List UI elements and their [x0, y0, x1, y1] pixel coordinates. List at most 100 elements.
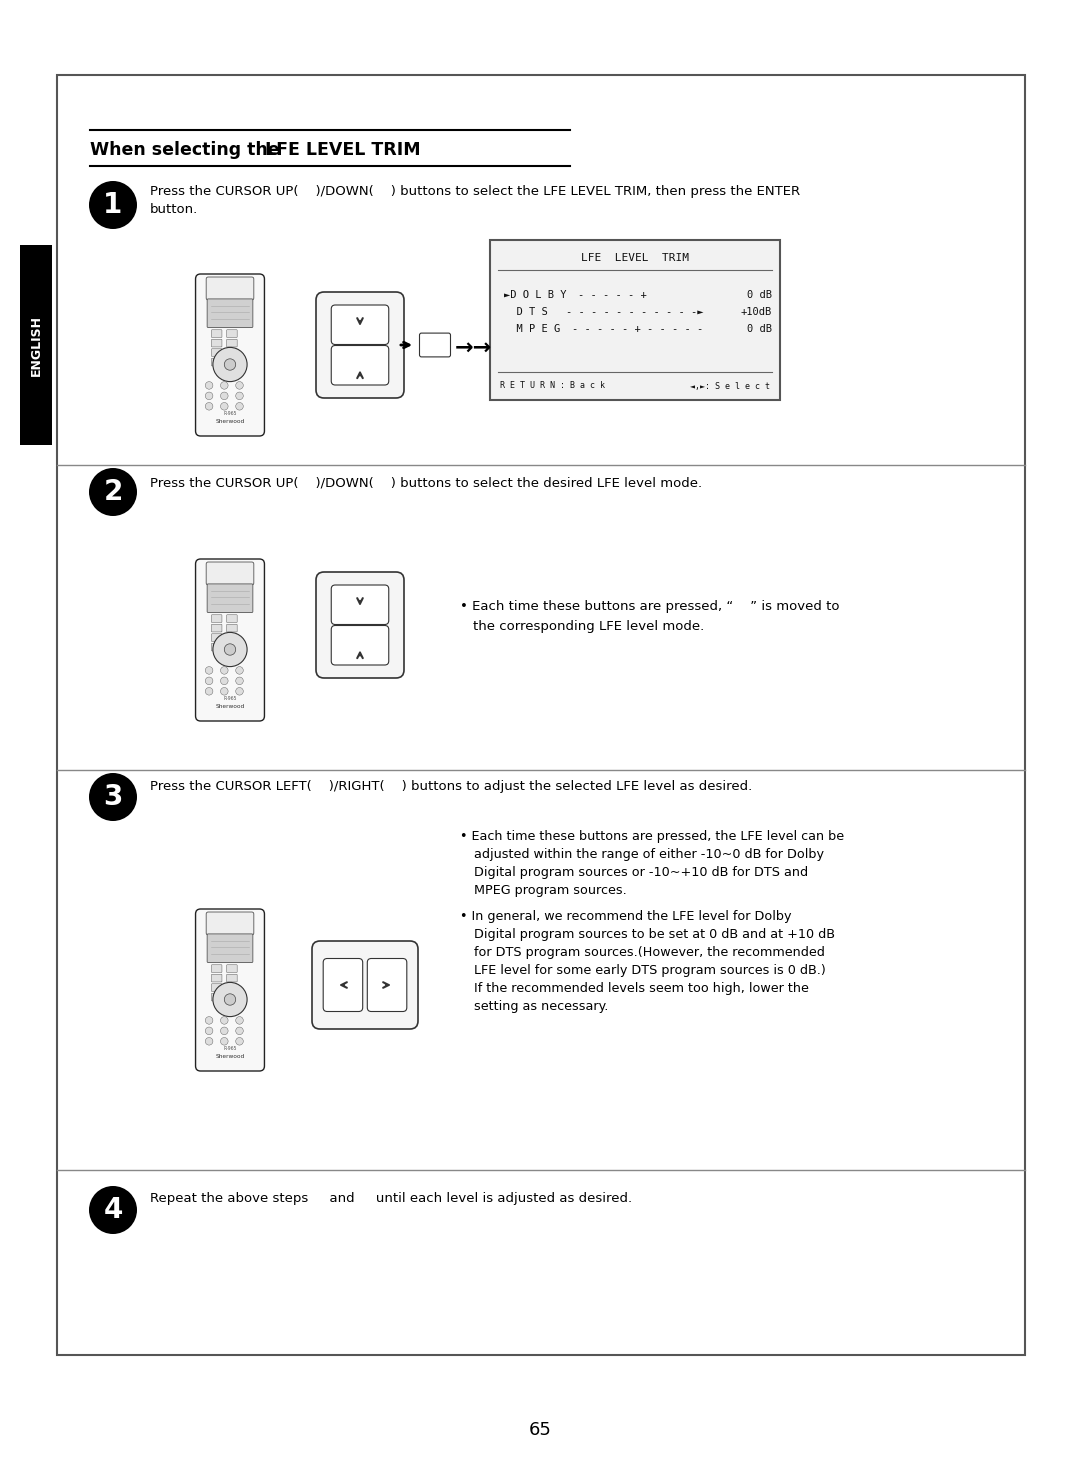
- FancyBboxPatch shape: [312, 941, 418, 1029]
- FancyBboxPatch shape: [207, 933, 253, 963]
- FancyBboxPatch shape: [332, 626, 389, 666]
- FancyBboxPatch shape: [207, 584, 253, 612]
- Circle shape: [205, 1026, 213, 1035]
- Circle shape: [205, 1016, 213, 1023]
- Text: 2: 2: [104, 478, 123, 506]
- Circle shape: [220, 667, 228, 674]
- Text: 4: 4: [104, 1197, 123, 1225]
- FancyBboxPatch shape: [419, 333, 450, 356]
- Text: - - - - - - - - - - -►: - - - - - - - - - - -►: [566, 308, 703, 317]
- Text: ENGLISH: ENGLISH: [29, 315, 42, 376]
- Text: Sherwood: Sherwood: [215, 419, 245, 424]
- FancyBboxPatch shape: [227, 634, 238, 642]
- Text: ►D O L B Y: ►D O L B Y: [504, 290, 567, 300]
- Circle shape: [235, 688, 243, 695]
- Text: →→: →→: [455, 339, 492, 358]
- FancyBboxPatch shape: [206, 913, 254, 935]
- FancyBboxPatch shape: [212, 643, 222, 651]
- FancyBboxPatch shape: [332, 586, 389, 624]
- Text: 3: 3: [104, 782, 123, 810]
- Text: Repeat the above steps     and     until each level is adjusted as desired.: Repeat the above steps and until each le…: [150, 1192, 632, 1205]
- FancyBboxPatch shape: [227, 358, 238, 365]
- FancyBboxPatch shape: [212, 339, 222, 348]
- FancyBboxPatch shape: [212, 984, 222, 991]
- Text: Digital program sources or -10~+10 dB for DTS and: Digital program sources or -10~+10 dB fo…: [474, 867, 808, 879]
- FancyBboxPatch shape: [332, 346, 389, 385]
- FancyBboxPatch shape: [212, 994, 222, 1001]
- Circle shape: [235, 1037, 243, 1046]
- Text: R-965: R-965: [224, 1047, 237, 1052]
- FancyBboxPatch shape: [212, 358, 222, 365]
- Circle shape: [89, 180, 137, 229]
- Circle shape: [220, 677, 228, 685]
- Text: adjusted within the range of either -10~0 dB for Dolby: adjusted within the range of either -10~…: [474, 847, 824, 861]
- FancyBboxPatch shape: [227, 615, 238, 623]
- Circle shape: [235, 382, 243, 389]
- Circle shape: [220, 688, 228, 695]
- Circle shape: [213, 348, 247, 382]
- FancyBboxPatch shape: [195, 559, 265, 720]
- FancyBboxPatch shape: [212, 975, 222, 982]
- FancyBboxPatch shape: [212, 349, 222, 356]
- Text: Press the CURSOR UP(    )/DOWN(    ) buttons to select the LFE LEVEL TRIM, then : Press the CURSOR UP( )/DOWN( ) buttons t…: [150, 185, 800, 198]
- Circle shape: [220, 1016, 228, 1023]
- Circle shape: [220, 382, 228, 389]
- FancyBboxPatch shape: [212, 615, 222, 623]
- Text: for DTS program sources.(However, the recommended: for DTS program sources.(However, the re…: [474, 947, 825, 958]
- Text: Digital program sources to be set at 0 dB and at +10 dB: Digital program sources to be set at 0 d…: [474, 927, 835, 941]
- Text: If the recommended levels seem too high, lower the: If the recommended levels seem too high,…: [474, 982, 809, 995]
- Circle shape: [220, 392, 228, 399]
- FancyBboxPatch shape: [227, 975, 238, 982]
- Circle shape: [235, 402, 243, 410]
- FancyBboxPatch shape: [227, 984, 238, 991]
- FancyBboxPatch shape: [212, 330, 222, 337]
- Text: When selecting the: When selecting the: [90, 141, 285, 160]
- Text: 0 dB: 0 dB: [747, 324, 772, 334]
- FancyBboxPatch shape: [195, 274, 265, 436]
- Text: Sherwood: Sherwood: [215, 1055, 245, 1059]
- FancyBboxPatch shape: [212, 624, 222, 632]
- FancyBboxPatch shape: [227, 330, 238, 337]
- Text: +10dB: +10dB: [741, 308, 772, 317]
- Circle shape: [235, 677, 243, 685]
- Circle shape: [220, 402, 228, 410]
- Circle shape: [213, 982, 247, 1016]
- FancyBboxPatch shape: [316, 572, 404, 677]
- Text: ◄,►: S e l e c t: ◄,►: S e l e c t: [690, 382, 770, 390]
- Circle shape: [235, 1026, 243, 1035]
- Text: setting as necessary.: setting as necessary.: [474, 1000, 608, 1013]
- FancyBboxPatch shape: [227, 624, 238, 632]
- Circle shape: [205, 677, 213, 685]
- Circle shape: [213, 633, 247, 667]
- FancyBboxPatch shape: [227, 643, 238, 651]
- Circle shape: [225, 643, 235, 655]
- Circle shape: [205, 688, 213, 695]
- Circle shape: [205, 402, 213, 410]
- FancyBboxPatch shape: [227, 994, 238, 1001]
- FancyBboxPatch shape: [490, 240, 780, 399]
- FancyBboxPatch shape: [227, 339, 238, 348]
- Text: 65: 65: [528, 1421, 552, 1439]
- Circle shape: [205, 667, 213, 674]
- Circle shape: [225, 994, 235, 1006]
- FancyBboxPatch shape: [207, 299, 253, 327]
- FancyBboxPatch shape: [195, 910, 265, 1071]
- FancyBboxPatch shape: [206, 562, 254, 586]
- Text: R-965: R-965: [224, 697, 237, 701]
- FancyBboxPatch shape: [316, 291, 404, 398]
- Circle shape: [235, 667, 243, 674]
- Circle shape: [235, 392, 243, 399]
- FancyBboxPatch shape: [206, 277, 254, 300]
- FancyBboxPatch shape: [332, 305, 389, 345]
- Text: LFE  LEVEL  TRIM: LFE LEVEL TRIM: [581, 253, 689, 263]
- Text: MPEG program sources.: MPEG program sources.: [474, 884, 626, 896]
- Text: - - - - - + - - - - -: - - - - - + - - - - -: [572, 324, 703, 334]
- Circle shape: [220, 1037, 228, 1046]
- Text: button.: button.: [150, 203, 199, 216]
- Text: Press the CURSOR LEFT(    )/RIGHT(    ) buttons to adjust the selected LFE level: Press the CURSOR LEFT( )/RIGHT( ) button…: [150, 779, 753, 793]
- Text: Press the CURSOR UP(    )/DOWN(    ) buttons to select the desired LFE level mod: Press the CURSOR UP( )/DOWN( ) buttons t…: [150, 476, 702, 490]
- Text: LFE level for some early DTS program sources is 0 dB.): LFE level for some early DTS program sou…: [474, 964, 826, 978]
- Text: D T S: D T S: [504, 308, 548, 317]
- Circle shape: [235, 1016, 243, 1023]
- Polygon shape: [21, 246, 52, 445]
